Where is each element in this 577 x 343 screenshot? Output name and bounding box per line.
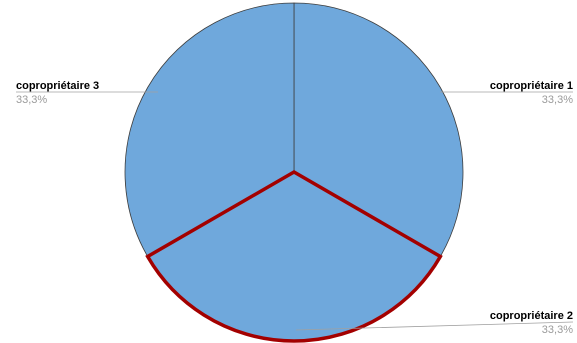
slice-label-percent-3: 33,3%: [16, 94, 47, 106]
slice-label-percent-2: 33,3%: [542, 324, 573, 336]
pie-slice-highlight-outline: [145, 169, 443, 343]
slice-label-percent-1: 33,3%: [542, 94, 573, 106]
pie-slice-3[interactable]: [124, 2, 295, 258]
pie-slice-1[interactable]: [293, 2, 464, 258]
slice-label-name-3: copropriétaire 3: [16, 80, 99, 92]
leader-line-2: [295, 321, 574, 331]
slice-label-name-1: copropriétaire 1: [490, 80, 573, 92]
slice-label-name-2: copropriétaire 2: [490, 310, 573, 322]
